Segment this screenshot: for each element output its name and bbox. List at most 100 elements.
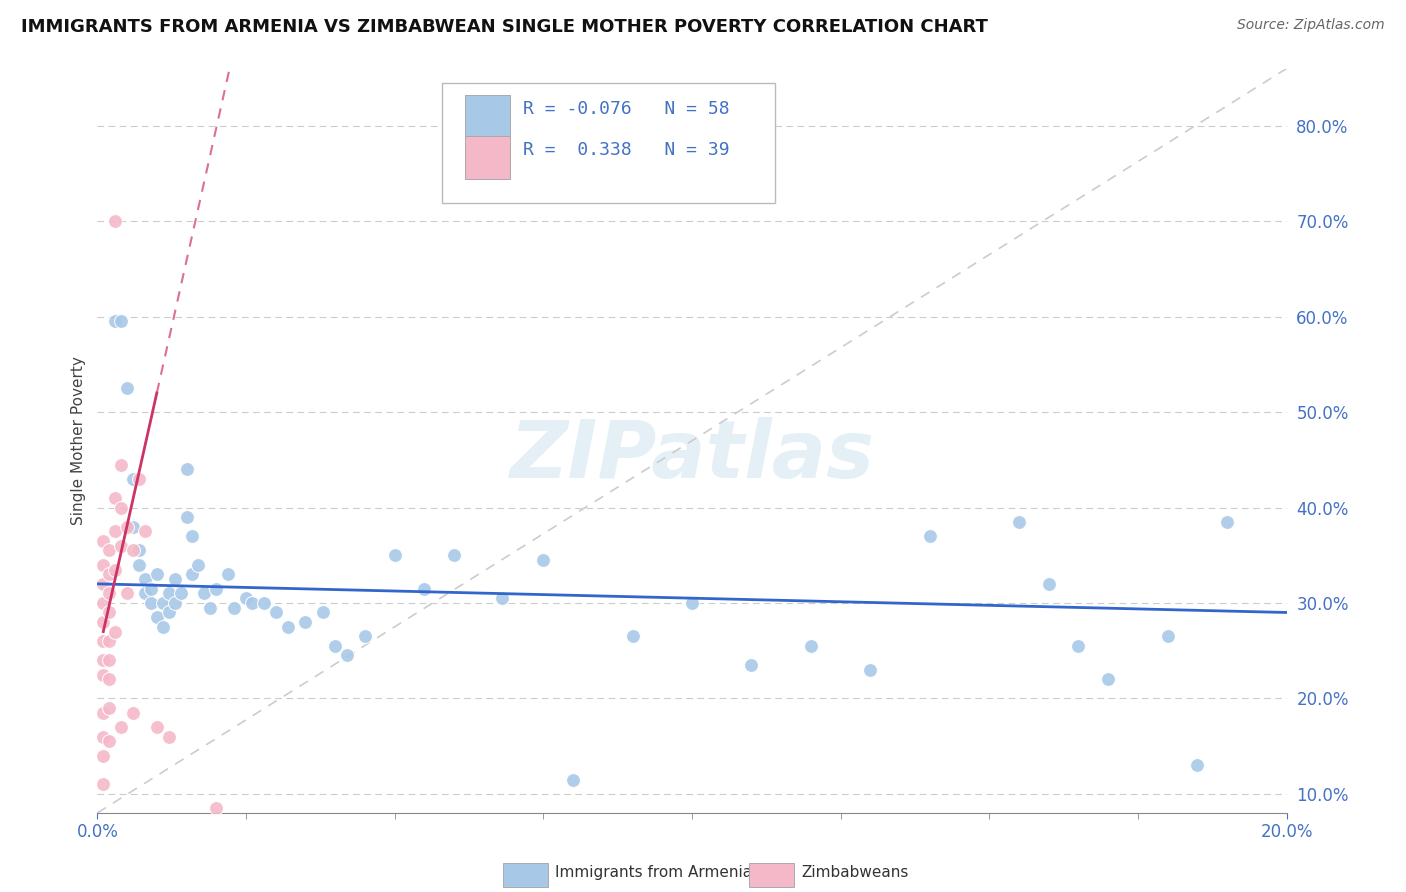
Point [157,606,180,620]
Point [110,458,132,472]
FancyBboxPatch shape [465,95,510,137]
Point [104,314,127,328]
Point [134,524,156,539]
Point [1038,577,1060,591]
Point [128,558,150,572]
Point [134,572,156,586]
Point [91,748,114,763]
Point [98,673,121,687]
Point [800,639,823,653]
Text: Zimbabweans: Zimbabweans [801,865,908,880]
Point [163,572,186,586]
Point [157,586,180,600]
Text: IMMIGRANTS FROM ARMENIA VS ZIMBABWEAN SINGLE MOTHER POVERTY CORRELATION CHART: IMMIGRANTS FROM ARMENIA VS ZIMBABWEAN SI… [21,18,988,36]
Point [163,596,186,610]
Point [562,772,585,787]
Point [205,801,228,815]
Text: Source: ZipAtlas.com: Source: ZipAtlas.com [1237,18,1385,32]
Point [193,586,215,600]
Point [1008,515,1031,529]
Point [91,634,114,648]
Point [110,720,132,734]
Point [443,548,465,562]
Point [139,596,162,610]
Point [491,591,513,606]
Text: R = -0.076   N = 58: R = -0.076 N = 58 [523,100,730,118]
Point [115,519,138,533]
Point [134,586,156,600]
Point [1097,673,1119,687]
Point [152,596,174,610]
Point [98,701,121,715]
Point [110,500,132,515]
Point [91,706,114,720]
Point [91,615,114,629]
Point [91,577,114,591]
Point [104,624,127,639]
Text: ZIPatlas: ZIPatlas [509,417,875,494]
Point [104,214,127,228]
Point [200,600,222,615]
Point [176,510,198,524]
Point [91,730,114,744]
FancyBboxPatch shape [443,84,775,202]
Point [128,543,150,558]
Point [176,462,198,476]
Point [91,653,114,667]
Point [253,596,276,610]
Point [224,600,246,615]
Point [1187,758,1209,772]
Point [294,615,316,629]
Point [621,629,644,643]
Point [110,314,132,328]
Point [336,648,359,663]
Point [187,558,209,572]
Point [98,567,121,582]
Point [115,381,138,395]
Point [98,734,121,748]
Point [217,567,239,582]
Point [169,586,191,600]
Point [531,553,554,567]
Point [146,567,169,582]
Point [98,634,121,648]
Point [384,548,406,562]
Point [264,606,287,620]
Point [122,706,145,720]
Point [91,533,114,548]
Text: Immigrants from Armenia: Immigrants from Armenia [555,865,752,880]
Point [277,620,299,634]
Point [681,596,703,610]
Point [104,491,127,505]
Point [91,558,114,572]
Y-axis label: Single Mother Poverty: Single Mother Poverty [72,356,86,525]
Point [98,586,121,600]
Point [918,529,941,543]
Point [122,519,145,533]
Point [98,653,121,667]
Point [152,620,174,634]
Point [91,777,114,791]
Point [181,529,204,543]
Point [115,586,138,600]
Point [139,582,162,596]
Point [122,543,145,558]
Text: R =  0.338   N = 39: R = 0.338 N = 39 [523,142,730,160]
Point [859,663,882,677]
Point [157,730,180,744]
Point [205,582,228,596]
Point [181,567,204,582]
Point [146,610,169,624]
FancyBboxPatch shape [465,136,510,178]
Point [312,606,335,620]
Point [104,524,127,539]
Point [98,543,121,558]
Point [1067,639,1090,653]
Point [110,539,132,553]
Point [91,596,114,610]
Point [235,591,257,606]
Point [413,582,436,596]
Point [98,606,121,620]
Point [104,563,127,577]
Point [240,596,263,610]
